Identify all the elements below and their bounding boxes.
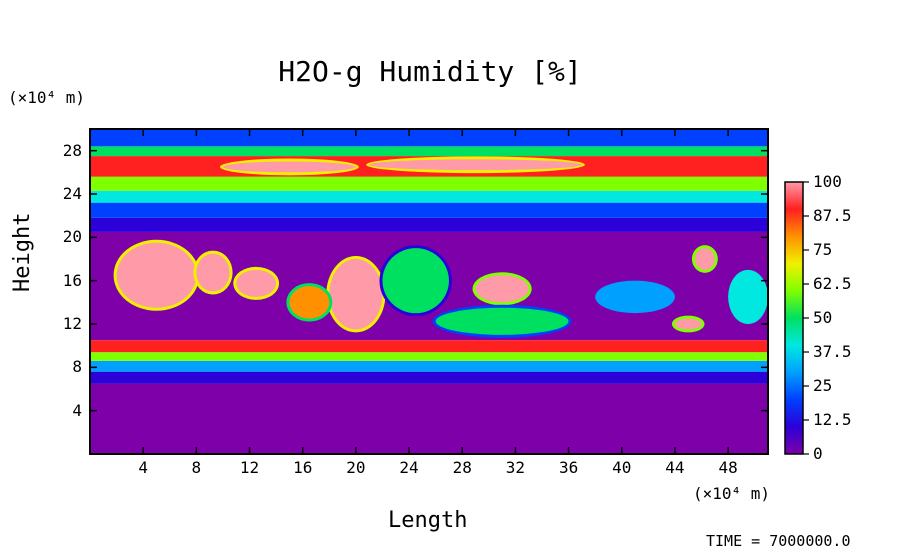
heatmap-patch xyxy=(116,242,197,308)
x-tick-label: 24 xyxy=(399,458,419,477)
heatmap-band xyxy=(90,146,768,157)
x-tick-label: 8 xyxy=(191,458,202,477)
x-axis-unit: (×10⁴ m) xyxy=(693,484,771,503)
x-tick-label: 36 xyxy=(558,458,579,477)
heatmap-cells xyxy=(90,129,768,454)
x-tick-label: 16 xyxy=(293,458,313,477)
y-tick-label: 12 xyxy=(62,314,82,333)
heatmap-patch xyxy=(555,242,662,276)
heatmap-patch xyxy=(728,269,768,324)
axis-ticks xyxy=(90,129,768,454)
heatmap-band xyxy=(90,129,768,147)
colorbar xyxy=(784,181,804,455)
x-tick-label: 48 xyxy=(718,458,738,477)
heatmap-patch xyxy=(435,307,569,335)
heatmap-patch xyxy=(674,318,702,330)
y-tick-label: 4 xyxy=(72,400,82,420)
heatmap-patch xyxy=(694,248,715,270)
x-tick-label: 12 xyxy=(239,458,260,477)
heatmap-patch xyxy=(382,248,449,314)
x-tick-label: 4 xyxy=(138,458,148,477)
heatmap-band xyxy=(90,202,768,218)
x-tick-label: 32 xyxy=(505,458,526,477)
y-tick-label: 16 xyxy=(62,270,82,290)
colorbar-tick-label: 25 xyxy=(813,376,833,395)
heatmap-patch xyxy=(222,161,356,173)
chart-title: H2O-g Humidity [%] xyxy=(278,55,582,88)
heatmap-patch xyxy=(369,159,582,171)
x-tick-label: 20 xyxy=(346,458,366,477)
colorbar-tick-label: 62.5 xyxy=(813,274,852,293)
heatmap-patch xyxy=(475,275,529,303)
colorbar-tick-label: 100 xyxy=(813,172,842,191)
heatmap-band xyxy=(90,176,768,191)
colorbar-tick-label: 12.5 xyxy=(813,410,852,429)
y-tick-label: 24 xyxy=(62,184,82,203)
heatmap-patch xyxy=(289,286,330,319)
heatmap-band xyxy=(90,360,768,372)
colorbar-tick-label: 0 xyxy=(813,444,823,463)
colorbar-tick-label: 37.5 xyxy=(813,342,852,361)
heatmap-patch xyxy=(196,253,230,292)
x-tick-label: 44 xyxy=(665,458,685,477)
heatmap-band xyxy=(90,190,768,203)
colorbar-tick-label: 75 xyxy=(813,240,833,259)
heatmap-patch xyxy=(595,280,675,314)
y-tick-label: 20 xyxy=(62,227,82,247)
heatmap-patch xyxy=(329,259,383,330)
colorbar-tick-label: 87.5 xyxy=(813,206,852,225)
x-tick-label: 40 xyxy=(612,458,632,477)
heatmap-patch xyxy=(236,269,277,297)
heatmap-band xyxy=(90,340,768,353)
colorbar-tick-label: 50 xyxy=(813,308,833,327)
plot-frame xyxy=(89,128,769,455)
colorbar-ticks xyxy=(803,181,809,455)
heatmap-band xyxy=(90,371,768,384)
y-tick-label: 28 xyxy=(62,140,82,160)
heatmap-band xyxy=(90,352,768,361)
heatmap-band xyxy=(90,383,768,454)
y-axis-unit: (×10⁴ m) xyxy=(8,88,86,107)
y-tick-label: 8 xyxy=(72,357,82,377)
x-tick-label: 28 xyxy=(452,458,472,477)
x-axis-label: Length xyxy=(388,508,468,533)
heatmap-band xyxy=(90,217,768,232)
